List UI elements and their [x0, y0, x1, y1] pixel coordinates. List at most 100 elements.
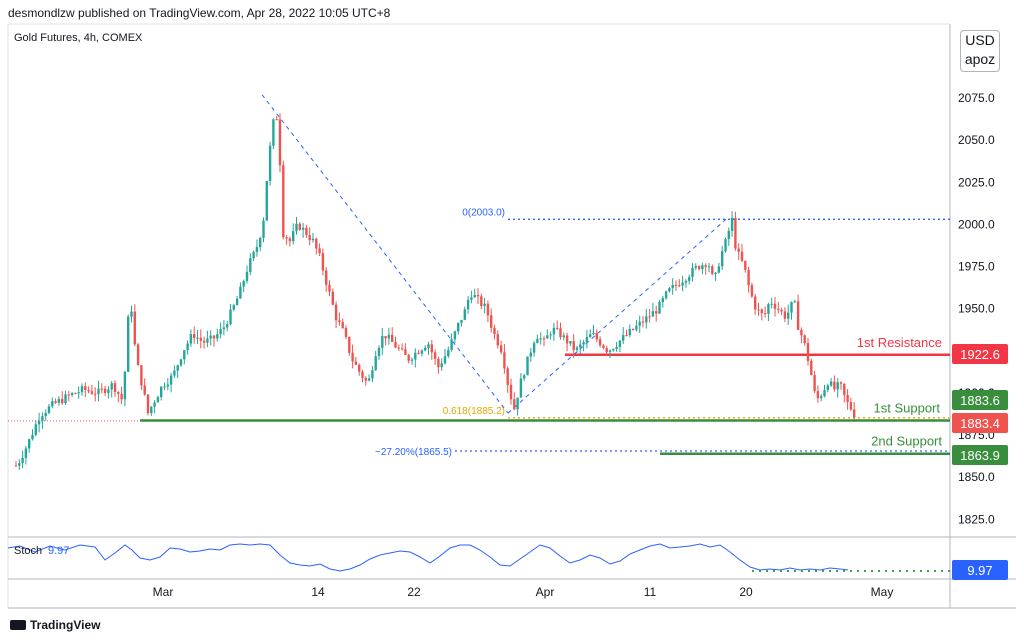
candle-body: [503, 352, 506, 369]
candle-body: [417, 352, 420, 354]
candle-body: [783, 311, 787, 319]
candle-body: [341, 322, 344, 329]
candle-body: [298, 223, 301, 230]
candle-body: [249, 258, 252, 272]
candle-body: [202, 340, 206, 343]
candle-body: [569, 341, 572, 344]
candle-body: [209, 335, 212, 339]
support-1-tag-bg: [952, 390, 1008, 410]
candle-body: [460, 319, 463, 323]
candle-body: [437, 358, 440, 368]
candle-body: [777, 308, 780, 310]
candle-body: [810, 360, 813, 376]
candle-body: [278, 119, 282, 166]
candle-body: [186, 343, 189, 351]
candle-body: [77, 392, 80, 394]
candle-body: [163, 386, 166, 388]
candle-body: [305, 227, 308, 236]
candle-body: [648, 316, 651, 318]
candle-body: [826, 385, 829, 391]
candle-body: [806, 343, 810, 361]
candle-body: [562, 335, 565, 338]
candle-body: [216, 334, 219, 339]
candle-body: [120, 393, 123, 400]
candle-body: [308, 235, 311, 241]
fib-level-label: 0(2003.0): [462, 207, 505, 218]
candle-body: [747, 269, 750, 286]
support-2-tag-bg: [952, 445, 1008, 465]
candle-body: [74, 393, 77, 395]
candle-body: [328, 284, 331, 292]
candle-body: [47, 406, 51, 413]
candle-body: [31, 434, 34, 440]
time-axis[interactable]: Mar 14 22 Apr 11 20 May: [153, 585, 894, 599]
candle-body: [582, 342, 585, 345]
candle-body: [549, 334, 552, 336]
candle-body: [622, 335, 625, 341]
candle-body: [816, 391, 820, 399]
candle-body: [509, 384, 513, 400]
candle-body: [635, 325, 638, 330]
candle-body: [780, 309, 783, 312]
candle-body: [430, 344, 433, 353]
price-axis[interactable]: 2075.02050.02025.02000.01975.01950.01900…: [958, 91, 995, 526]
current-price-tag: 1883.4: [960, 416, 1000, 431]
candle-body: [427, 344, 430, 348]
candle-body: [763, 313, 767, 315]
candle-body: [391, 334, 394, 342]
candle-body: [219, 329, 222, 335]
candle-body: [176, 365, 179, 371]
candle-body: [367, 378, 371, 381]
candle-body: [288, 238, 292, 242]
candle-body: [740, 251, 744, 261]
stoch-pane: [7, 543, 950, 572]
candle-body: [542, 338, 546, 340]
candle-body: [793, 301, 796, 303]
candle-body: [404, 349, 407, 355]
y-tick-label: 2025.0: [958, 175, 995, 189]
candle-body: [292, 231, 295, 242]
candle-body: [387, 334, 391, 339]
candle-body: [440, 363, 443, 368]
x-tick-label: 11: [644, 585, 657, 599]
candle-body: [787, 312, 790, 319]
candle-body: [605, 348, 608, 353]
candle-body: [311, 238, 315, 241]
y-tick-label: 1975.0: [958, 260, 995, 274]
candle-body: [800, 329, 803, 336]
candle-body: [14, 465, 18, 467]
currency-selector[interactable]: USD apoz: [960, 30, 1000, 72]
tradingview-logo: TradingView: [10, 618, 100, 632]
candle-body: [790, 301, 793, 313]
candle-body: [282, 165, 285, 238]
candle-body: [849, 402, 853, 410]
x-tick-label: 22: [407, 585, 421, 599]
candle-body: [641, 321, 645, 323]
candle-body: [853, 409, 856, 418]
candle-body: [813, 375, 816, 392]
candle-body: [51, 401, 54, 407]
candle-body: [206, 338, 209, 343]
candle-body: [519, 378, 523, 398]
candle-body: [628, 328, 631, 336]
candle-body: [133, 311, 136, 345]
candle-body: [252, 251, 255, 259]
current-price-tag-bg: [952, 413, 1008, 433]
candle-body: [179, 359, 183, 366]
candle-body: [153, 402, 156, 407]
candle-body: [259, 237, 262, 248]
candle-body: [28, 439, 31, 449]
candle-body: [348, 336, 351, 353]
support-2-label: 2nd Support: [871, 434, 942, 449]
candle-body: [496, 334, 499, 346]
x-tick-label: Mar: [153, 585, 174, 599]
candle-body: [351, 352, 354, 362]
candle-body: [523, 375, 526, 379]
candle-body: [691, 267, 694, 278]
candle-body: [833, 381, 836, 390]
candle-body: [232, 305, 235, 310]
candle-body: [374, 356, 377, 371]
candle-body: [222, 327, 226, 330]
candle-body: [694, 266, 697, 268]
